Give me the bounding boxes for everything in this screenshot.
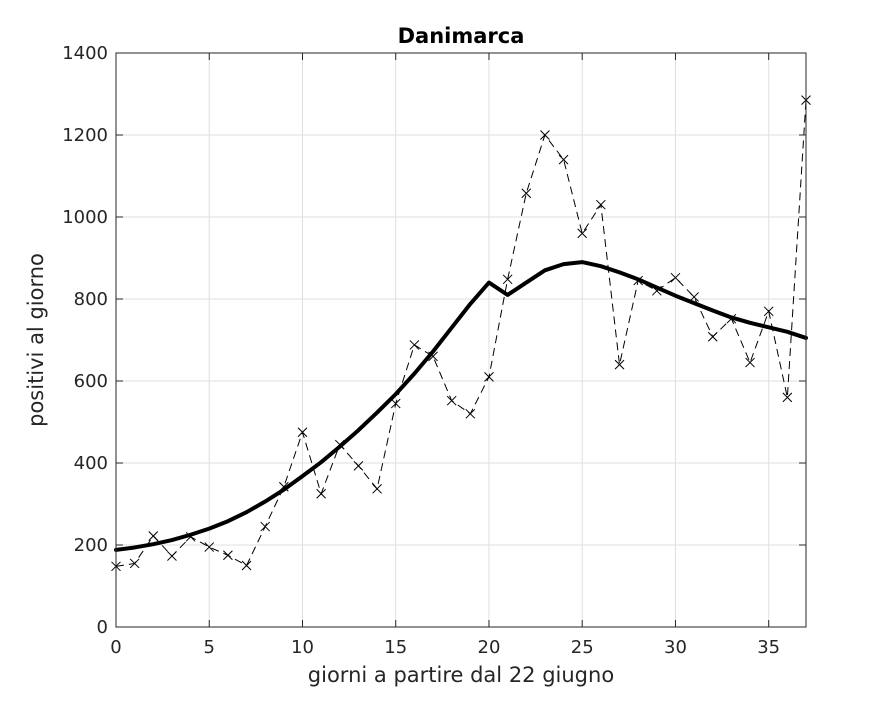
daily-cases-point <box>390 398 401 409</box>
daily-cases-point <box>241 560 252 571</box>
daily-cases-point <box>558 154 569 165</box>
daily-cases-point <box>297 427 308 438</box>
fitted-curve-line <box>114 260 808 552</box>
x-tick-label: 5 <box>204 637 215 658</box>
daily-cases-point <box>540 130 550 140</box>
daily-cases-point <box>260 521 271 532</box>
daily-cases-point <box>596 199 606 210</box>
daily-cases-point <box>707 331 718 342</box>
daily-cases-point <box>745 357 755 368</box>
x-tick-label: 30 <box>664 637 687 658</box>
grid-lines <box>115 52 806 628</box>
y-tick-label: 0 <box>97 617 108 638</box>
x-tick-label: 35 <box>757 637 780 658</box>
daily-cases-point <box>521 188 532 199</box>
daily-cases-point <box>148 531 159 541</box>
plot-frame <box>115 52 807 628</box>
x-axis-label: giorni a partire dal 22 giugno <box>308 663 614 687</box>
daily-cases-point <box>446 395 457 406</box>
daily-cases-point <box>223 550 233 561</box>
daily-cases-point <box>614 359 625 370</box>
daily-cases-point <box>577 228 588 239</box>
daily-cases-point <box>129 558 140 569</box>
y-tick-label: 400 <box>74 453 108 474</box>
x-tick-label: 15 <box>384 637 407 658</box>
x-tick-label: 25 <box>571 637 594 658</box>
x-tick-label: 10 <box>291 637 314 658</box>
y-tick-label: 1400 <box>62 43 108 64</box>
y-axis-label: positivi al giorno <box>24 253 48 427</box>
daily-cases-point <box>763 306 774 317</box>
daily-cases-point <box>484 372 494 382</box>
plot-background <box>116 53 806 627</box>
x-tick-label: 0 <box>110 637 121 658</box>
y-tick-label: 800 <box>74 289 108 310</box>
daily-cases-point <box>465 408 476 419</box>
series-layer <box>111 95 811 572</box>
y-tick-label: 1200 <box>62 125 108 146</box>
daily-cases-point <box>353 461 364 471</box>
y-tick-label: 1000 <box>62 207 108 228</box>
daily-cases-point <box>409 340 420 350</box>
daily-cases-point <box>167 551 177 561</box>
daily-cases-point <box>502 274 513 285</box>
daily-cases-point <box>782 392 793 403</box>
chart-title: Danimarca <box>398 24 525 48</box>
x-tick-label: 20 <box>478 637 501 658</box>
daily-cases-point <box>204 542 215 552</box>
y-tick-label: 200 <box>74 535 108 556</box>
axis-ticks: 0 5 10 15 20 25 30 35 0 200 400 600 800 1000 1200 1400 <box>62 43 806 658</box>
daily-cases-point <box>372 483 382 494</box>
daily-cases-point <box>316 488 326 499</box>
daily-cases-point <box>670 272 681 283</box>
y-tick-label: 600 <box>74 371 108 392</box>
